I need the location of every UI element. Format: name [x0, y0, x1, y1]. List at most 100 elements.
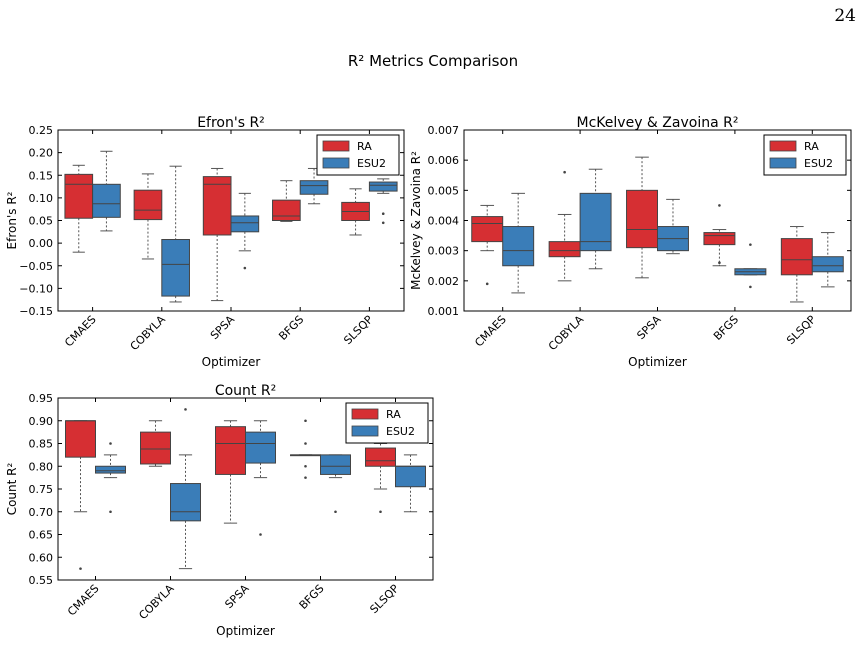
box-body [548, 241, 581, 258]
box-ESU2-BFGS [320, 454, 351, 514]
outlier-point [184, 408, 187, 411]
legend-label-ESU2: ESU2 [386, 425, 415, 438]
outlier-point [109, 510, 112, 514]
legend-swatch-RA [351, 408, 379, 420]
x-tick-label: COBYLA [136, 582, 177, 623]
box-ESU2-SPSA [245, 420, 276, 536]
box-body [395, 465, 426, 488]
outlier-point [718, 261, 721, 265]
chart-title: Count R² [215, 383, 276, 399]
x-tick-label: CMAES [65, 582, 102, 619]
legend-label-ESU2: ESU2 [804, 157, 833, 170]
page-number: 24 [834, 6, 856, 26]
box-body [65, 420, 96, 458]
y-tick-label: 0.95 [29, 392, 54, 405]
y-tick-label: 0.55 [29, 574, 54, 587]
y-tick-label: 0.75 [29, 483, 54, 496]
box-body [811, 256, 844, 273]
y-tick-label: −0.05 [19, 260, 53, 273]
outlier-point [259, 533, 262, 536]
outlier-point [718, 204, 721, 207]
legend-swatch-RA [322, 140, 350, 152]
legend-label-ESU2: ESU2 [357, 157, 386, 170]
y-tick-label: −0.10 [19, 282, 53, 295]
x-tick-label: SPSA [634, 313, 664, 343]
box-body [64, 173, 94, 219]
box-ESU2-CMAES [95, 442, 126, 514]
y-tick-label: 0.70 [29, 506, 54, 519]
legend: RA ESU2 [763, 134, 847, 176]
box-body [703, 232, 736, 246]
legend-swatch-ESU2 [322, 157, 350, 169]
box-RA-CMAES [471, 204, 504, 286]
outlier-point [381, 221, 385, 225]
box-body [133, 189, 163, 221]
y-tick-label: 0.85 [29, 438, 54, 451]
box-body [170, 483, 201, 522]
box-RA-CMAES [65, 420, 96, 570]
y-tick-label: −0.15 [19, 305, 53, 318]
y-axis-label: Efron's R² [5, 191, 19, 249]
box-RA-SPSA [626, 156, 658, 279]
box-ESU2-SLSQP [395, 454, 426, 513]
box-RA-COBYLA [548, 170, 581, 282]
y-tick-label: 0.20 [29, 147, 54, 160]
box-body [579, 192, 612, 252]
outlier-point [563, 170, 566, 174]
y-tick-label: 0.65 [29, 529, 54, 542]
chart-mckelvey: McKelvey & Zavoina R² 0.007 0.006 0.005 0.00… [409, 115, 852, 369]
chart-title: Efron's R² [197, 115, 265, 131]
y-tick-label: 0.00 [29, 237, 54, 250]
box-body [215, 426, 246, 475]
box-RA-SPSA [202, 167, 232, 302]
x-axis-label: Optimizer [628, 355, 687, 369]
box-ESU2-SPSA [230, 192, 260, 270]
box-RA-SPSA [215, 420, 246, 524]
box-ESU2-COBYLA [161, 165, 190, 303]
legend-swatch-ESU2 [769, 157, 797, 169]
x-tick-label: SPSA [222, 582, 252, 612]
x-tick-label: SLSQP [341, 313, 375, 347]
box-ESU2-SPSA [657, 198, 689, 255]
outlier-point [79, 567, 82, 570]
box-body [272, 199, 301, 221]
box-RA-BFGS [272, 180, 301, 222]
x-tick-label: BFGS [276, 313, 306, 343]
box-body [368, 181, 398, 192]
legend-swatch-ESU2 [351, 425, 379, 437]
outlier-point [749, 285, 752, 289]
box-body [471, 216, 504, 243]
legend-label-RA: RA [386, 408, 401, 421]
y-tick-label: 0.004 [428, 215, 460, 228]
outlier-point [304, 464, 307, 468]
y-axis-label: McKelvey & Zavoina R² [409, 151, 423, 290]
box-RA-SLSQP [341, 188, 370, 236]
box-body [320, 454, 351, 475]
outlier-point [381, 212, 385, 216]
box-ESU2-CMAES [92, 150, 121, 232]
box-body [202, 176, 232, 236]
box-body [626, 189, 658, 249]
y-tick-label: 0.90 [29, 415, 54, 428]
x-tick-label: SPSA [208, 313, 238, 343]
x-tick-label: SLSQP [367, 582, 401, 616]
box-ESU2-CMAES [502, 192, 535, 294]
box-RA-COBYLA [133, 173, 163, 260]
figure-title: R² Metrics Comparison [347, 52, 519, 70]
box-body [95, 465, 126, 474]
x-axis-label: Optimizer [202, 355, 261, 369]
outlier-point [334, 510, 337, 514]
chart-title: McKelvey & Zavoina R² [577, 115, 739, 131]
box-body [365, 447, 396, 467]
box-ESU2-COBYLA [170, 408, 201, 570]
y-tick-label: 0.10 [29, 192, 54, 205]
y-axis-label: Count R² [5, 463, 19, 516]
x-tick-label: COBYLA [128, 313, 169, 354]
x-tick-label: BFGS [711, 313, 741, 343]
box-body [245, 431, 276, 464]
y-tick-label: 0.005 [428, 184, 460, 197]
y-tick-label: 0.002 [428, 275, 460, 288]
y-tick-label: 0.003 [428, 245, 460, 258]
x-tick-label: CMAES [62, 313, 99, 350]
